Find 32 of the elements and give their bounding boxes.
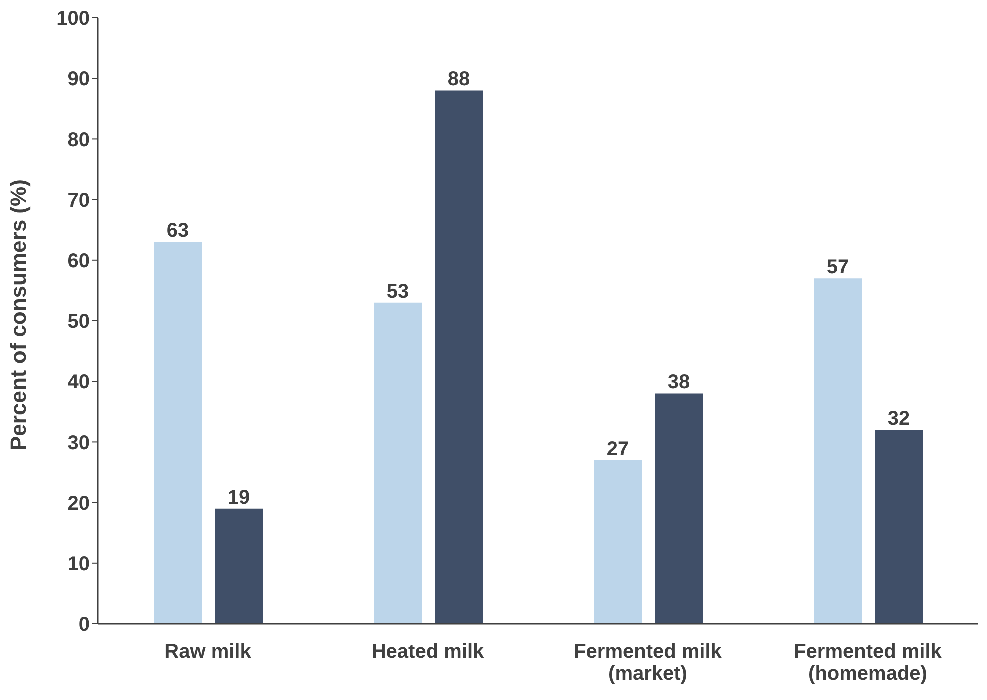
bar xyxy=(435,90,483,624)
data-label: 63 xyxy=(166,220,190,242)
y-tick-label: 20 xyxy=(68,492,90,515)
x-tick-label: Fermented milk (market) xyxy=(574,641,723,685)
y-tick-label: 80 xyxy=(68,129,90,152)
y-tick-label: 40 xyxy=(68,372,90,394)
y-tick-label: 0 xyxy=(78,614,90,636)
y-tick-label: 50 xyxy=(68,311,90,334)
bar xyxy=(814,278,862,624)
bar xyxy=(374,302,422,624)
bar xyxy=(215,508,263,624)
y-tick-label: 90 xyxy=(68,68,90,91)
y-tick-label: 100 xyxy=(56,8,90,30)
y-axis-title: Percent of consumers (%) xyxy=(6,180,31,451)
x-tick-label: Raw milk xyxy=(164,641,252,663)
y-tick-label: 10 xyxy=(68,554,90,576)
bar xyxy=(655,394,703,624)
bar xyxy=(594,460,642,624)
x-tick-label: Fermented milk (homemade) xyxy=(794,641,943,685)
y-tick-label: 30 xyxy=(68,432,90,454)
data-label: 27 xyxy=(606,438,630,460)
x-tick-label: Heated milk xyxy=(372,641,486,663)
y-tick-label: 70 xyxy=(68,190,90,212)
data-label: 53 xyxy=(386,280,410,303)
y-tick-label: 60 xyxy=(68,250,90,272)
bar xyxy=(154,242,202,624)
data-label: 88 xyxy=(448,68,470,91)
data-label: 19 xyxy=(228,486,250,509)
data-label: 38 xyxy=(668,372,690,394)
data-label: 57 xyxy=(826,256,850,279)
data-label: 32 xyxy=(888,408,910,430)
bar xyxy=(875,430,923,624)
